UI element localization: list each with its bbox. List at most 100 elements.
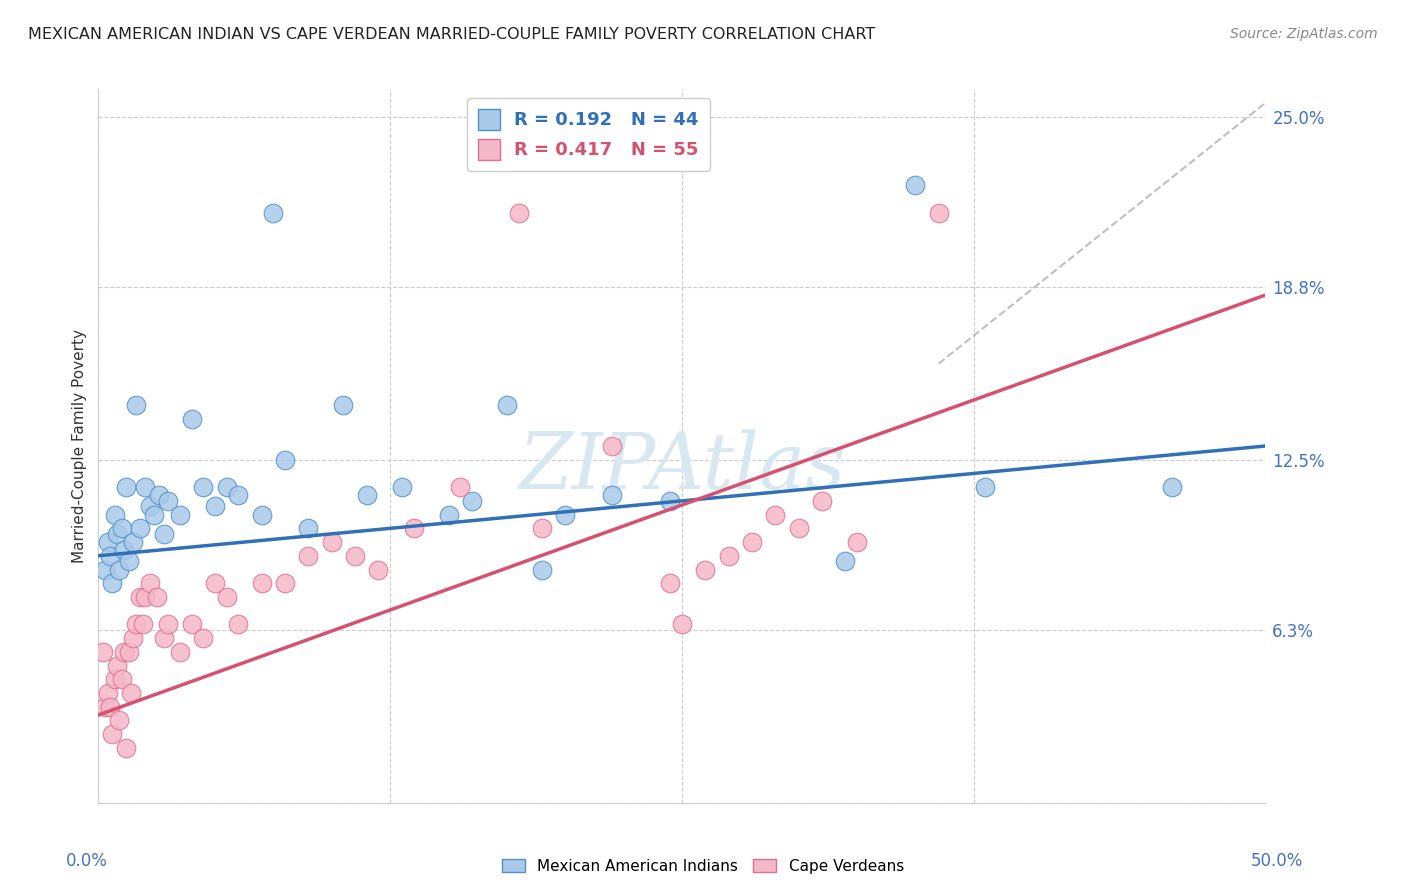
Point xyxy=(250,508,273,522)
Point xyxy=(437,508,460,522)
Point xyxy=(105,658,128,673)
Point xyxy=(98,549,121,563)
Point xyxy=(811,494,834,508)
Point xyxy=(402,521,425,535)
Point xyxy=(118,554,141,568)
Point xyxy=(215,590,238,604)
Point xyxy=(94,562,117,576)
Point xyxy=(974,480,997,494)
Point xyxy=(122,535,145,549)
Legend: Mexican American Indians, Cape Verdeans: Mexican American Indians, Cape Verdeans xyxy=(496,853,910,880)
Point xyxy=(132,617,155,632)
Point xyxy=(495,398,517,412)
Point xyxy=(600,488,623,502)
Point xyxy=(105,526,128,541)
Point xyxy=(904,178,927,193)
Point xyxy=(146,590,169,604)
Point xyxy=(717,549,740,563)
Point xyxy=(356,488,378,502)
Point xyxy=(215,480,238,494)
Point xyxy=(845,535,868,549)
Point xyxy=(97,686,120,700)
Point xyxy=(204,576,226,591)
Point xyxy=(671,617,693,632)
Point xyxy=(108,562,131,576)
Point xyxy=(834,554,856,568)
Point xyxy=(1161,480,1184,494)
Point xyxy=(193,631,215,645)
Point xyxy=(741,535,763,549)
Point xyxy=(332,398,354,412)
Point xyxy=(148,488,170,502)
Point xyxy=(122,631,145,645)
Point xyxy=(157,494,180,508)
Text: ZIPAtlas: ZIPAtlas xyxy=(519,429,845,506)
Point xyxy=(391,480,413,494)
Y-axis label: Married-Couple Family Poverty: Married-Couple Family Poverty xyxy=(72,329,87,563)
Point xyxy=(193,480,215,494)
Point xyxy=(115,480,138,494)
Text: 0.0%: 0.0% xyxy=(66,852,108,871)
Point xyxy=(94,699,117,714)
Point xyxy=(115,740,138,755)
Point xyxy=(508,205,530,219)
Point xyxy=(367,562,389,576)
Legend: R = 0.192   N = 44, R = 0.417   N = 55: R = 0.192 N = 44, R = 0.417 N = 55 xyxy=(467,98,710,170)
Point xyxy=(98,699,121,714)
Point xyxy=(111,673,134,687)
Point xyxy=(344,549,367,563)
Point xyxy=(134,590,156,604)
Point xyxy=(104,673,127,687)
Point xyxy=(262,205,284,219)
Point xyxy=(125,617,148,632)
Point xyxy=(134,480,156,494)
Text: Source: ZipAtlas.com: Source: ZipAtlas.com xyxy=(1230,27,1378,41)
Point xyxy=(228,617,250,632)
Point xyxy=(129,521,152,535)
Point xyxy=(659,494,682,508)
Point xyxy=(139,500,162,514)
Point xyxy=(112,645,135,659)
Point xyxy=(118,645,141,659)
Point xyxy=(297,549,319,563)
Point xyxy=(600,439,623,453)
Point xyxy=(530,562,553,576)
Point xyxy=(787,521,810,535)
Point xyxy=(112,543,135,558)
Point xyxy=(297,521,319,535)
Point xyxy=(129,590,152,604)
Point xyxy=(274,452,297,467)
Point xyxy=(695,562,717,576)
Point xyxy=(530,521,553,535)
Point xyxy=(449,480,471,494)
Text: 50.0%: 50.0% xyxy=(1251,852,1303,871)
Point xyxy=(101,576,124,591)
Point xyxy=(97,535,120,549)
Point xyxy=(169,645,191,659)
Text: MEXICAN AMERICAN INDIAN VS CAPE VERDEAN MARRIED-COUPLE FAMILY POVERTY CORRELATIO: MEXICAN AMERICAN INDIAN VS CAPE VERDEAN … xyxy=(28,27,876,42)
Point xyxy=(143,508,166,522)
Point xyxy=(169,508,191,522)
Point xyxy=(250,576,273,591)
Point xyxy=(763,508,786,522)
Point xyxy=(125,398,148,412)
Point xyxy=(111,521,134,535)
Point xyxy=(321,535,343,549)
Point xyxy=(204,500,226,514)
Point xyxy=(180,617,202,632)
Point xyxy=(152,526,174,541)
Point xyxy=(659,576,682,591)
Point xyxy=(157,617,180,632)
Point xyxy=(461,494,484,508)
Point xyxy=(554,508,576,522)
Point xyxy=(928,205,950,219)
Point xyxy=(101,727,124,741)
Point xyxy=(104,508,127,522)
Point xyxy=(274,576,297,591)
Point xyxy=(139,576,162,591)
Point xyxy=(180,411,202,425)
Point xyxy=(120,686,142,700)
Point xyxy=(91,645,114,659)
Point xyxy=(152,631,174,645)
Point xyxy=(228,488,250,502)
